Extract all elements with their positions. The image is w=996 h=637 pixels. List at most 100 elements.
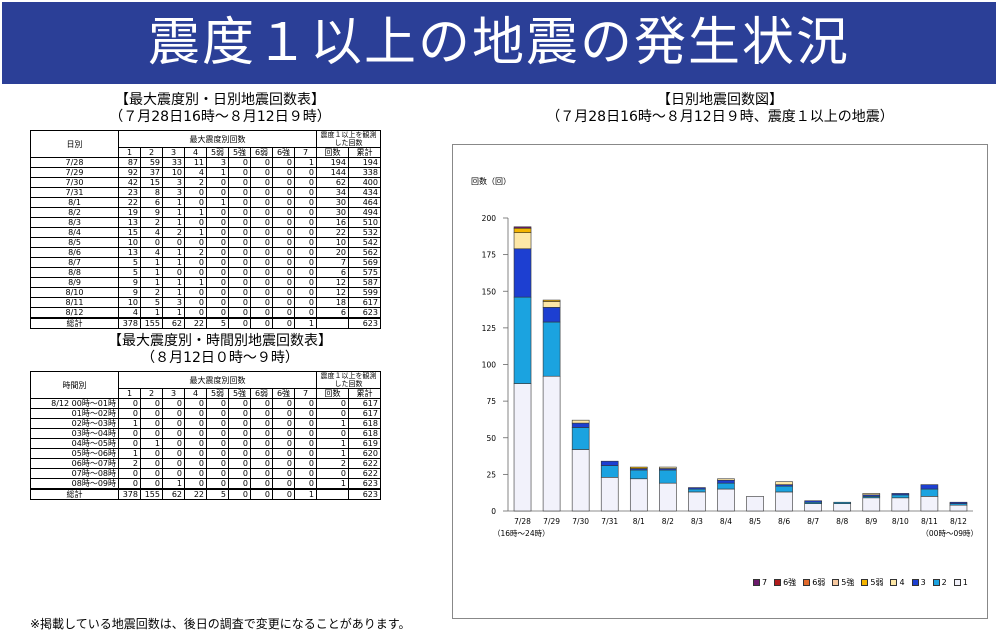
x-tick-label: 8/9	[865, 517, 877, 526]
bar-segment	[629, 466, 648, 469]
table-cell: 0	[162, 398, 185, 409]
table-cell: 1	[162, 478, 185, 490]
table-row: 8/7 5 1 1 0 0 0 0 0 0 7 569	[30, 257, 381, 268]
bar-segment	[629, 469, 648, 480]
table-cell: 0	[206, 408, 229, 419]
table-row: 8/9 9 1 1 1 0 0 0 0 0 12 587	[30, 277, 381, 288]
table-cell: 0	[228, 217, 251, 228]
table-cell: 0	[294, 187, 317, 198]
table-cell: 617	[348, 408, 381, 419]
daily-count-table: 日別 最大震度別回数 震度１以上を観測した回数 1 2 3 4 5弱 5強 6弱 6強 7 回数 累計 7/…	[30, 130, 381, 329]
table-cell: 0	[184, 438, 207, 449]
row-label: 06時～07時	[30, 458, 119, 469]
table-row: 8/3 13 2 1 0 0 0 0 0 0 16 510	[30, 217, 381, 228]
table-row: 06時～07時 2 0 0 0 0 0 0 0 0 2 622	[30, 458, 381, 469]
table-cell: 0	[184, 287, 207, 298]
table-cell: 33	[162, 157, 185, 168]
table-cell: 0	[184, 418, 207, 429]
table-cell: 0	[118, 408, 141, 419]
legend-swatch	[953, 579, 961, 586]
table-cell: 194	[348, 157, 381, 168]
table-cell: 0	[228, 177, 251, 188]
table-cell: 0	[250, 277, 273, 288]
table-cell: 619	[348, 438, 381, 449]
row-label: 8/12	[30, 307, 119, 319]
legend-swatch	[803, 579, 811, 586]
table-cell: 0	[294, 418, 317, 429]
table-cell: 0	[140, 237, 163, 248]
table-row: 7/29 92 37 10 4 1 0 0 0 0 144 338	[30, 167, 381, 178]
table-cell: 0	[228, 227, 251, 238]
table-cell: 13	[118, 217, 141, 228]
x-tick-label: 8/5	[749, 517, 761, 526]
bar-segment	[775, 485, 793, 493]
table-cell: 0	[228, 207, 251, 218]
table-cell: 3	[162, 177, 185, 188]
x-tick-label: 8/8	[836, 517, 848, 526]
bar-segment	[891, 497, 910, 512]
table-cell: 0	[272, 197, 295, 208]
table-cell: 0	[228, 277, 251, 288]
table-cell: 2	[316, 458, 349, 469]
table-subheader: 5弱	[206, 388, 229, 399]
table-cell: 5	[118, 267, 141, 278]
table-row: 7/31 23 8 3 0 0 0 0 0 0 34 434	[30, 187, 381, 198]
row-label: 8/10	[30, 287, 119, 298]
table-cell: 622	[348, 458, 381, 469]
table-cell: 0	[140, 408, 163, 419]
table-cell: 1	[162, 307, 185, 319]
bar-segment	[571, 449, 590, 512]
table-cell: 1	[140, 307, 163, 319]
table-row: 8/6 13 4 1 2 0 0 0 0 0 20 562	[30, 247, 381, 258]
bar-segment	[949, 504, 968, 512]
table-cell: 0	[272, 257, 295, 268]
bar-segment	[513, 227, 532, 233]
table-cell: 3	[162, 187, 185, 198]
table-row: 08時～09時 0 0 1 0 0 0 0 0 0 1 623	[30, 478, 381, 490]
y-tick-label: 0	[491, 507, 496, 516]
table-cell: 0	[294, 478, 317, 490]
table-cell: 0	[272, 458, 295, 469]
table-cell: 10	[316, 237, 349, 248]
table-cell: 0	[228, 398, 251, 409]
table-cell: 617	[348, 398, 381, 409]
chart-title: 【日別地震回数図】	[657, 92, 783, 108]
legend-item: 6強	[774, 577, 796, 588]
table-cell: 0	[206, 187, 229, 198]
x-tick-label: 7/29	[543, 517, 560, 526]
table-cell: 1	[316, 478, 349, 490]
bar-segment	[833, 503, 852, 512]
legend-swatch	[911, 579, 919, 586]
table-cell: 1	[184, 227, 207, 238]
row-label: 03時～04時	[30, 428, 119, 439]
x-sub-label-first: （16時～24時）	[493, 529, 550, 538]
table-row: 8/12 00時～01時 0 0 0 0 0 0 0 0 0 0 617	[30, 398, 381, 409]
bar-segment	[571, 419, 590, 424]
table-cell: 0	[184, 187, 207, 198]
table-cell: 87	[118, 157, 141, 168]
bar-segment	[746, 496, 764, 512]
daily-table-title: 【最大震度別・日別地震回数表】	[115, 92, 325, 108]
legend-item: 2	[932, 578, 947, 587]
bar-segment	[513, 296, 532, 384]
legend-swatch	[753, 579, 760, 586]
table-cell: 0	[294, 177, 317, 188]
table-cell: 0	[206, 207, 229, 218]
row-label: 8/12 00時～01時	[30, 398, 119, 409]
table-cell: 0	[206, 468, 229, 479]
table-cell: 0	[228, 167, 251, 178]
bar-segment	[600, 460, 619, 466]
row-label: 07時～08時	[30, 468, 119, 479]
table-cell: 0	[228, 478, 251, 490]
total-cell: 1	[294, 488, 317, 500]
table-cell: 0	[206, 428, 229, 439]
table-cell: 2	[184, 247, 207, 258]
table-cell: 0	[294, 307, 317, 319]
row-label: 8/7	[30, 257, 119, 268]
y-tick-label: 25	[486, 470, 496, 479]
table-cell: 144	[316, 167, 349, 178]
bar-segment	[513, 383, 532, 512]
bar-segment	[542, 321, 561, 377]
table-cell: 617	[348, 297, 381, 308]
total-cell	[316, 488, 349, 500]
